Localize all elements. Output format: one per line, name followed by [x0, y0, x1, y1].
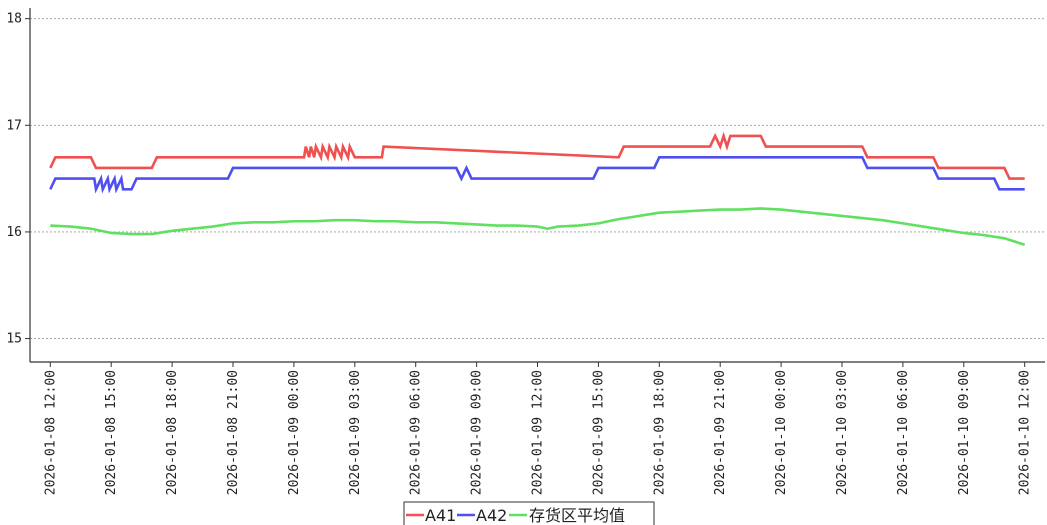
- x-tick-label: 2026-01-08 21:00: [226, 370, 241, 495]
- x-tick-label: 2026-01-10 03:00: [835, 370, 850, 495]
- x-tick-label: 2026-01-09 06:00: [409, 370, 424, 495]
- legend-box: [403, 501, 655, 525]
- gridlines: [25, 18, 1045, 340]
- series-line-a42: [49, 155, 1025, 194]
- x-tick-label: 2026-01-10 09:00: [957, 370, 972, 495]
- x-tick-label: 2026-01-09 15:00: [591, 370, 606, 495]
- y-tick-label: 17: [6, 118, 22, 133]
- x-tick-label: 2026-01-09 12:00: [531, 370, 546, 495]
- x-tick-label: 2026-01-08 15:00: [104, 370, 119, 495]
- x-tick-label: 2026-01-09 18:00: [652, 370, 667, 495]
- series-lines: [49, 131, 1026, 246]
- y-tick-label: 16: [6, 225, 22, 240]
- x-tick-label: 2026-01-09 03:00: [348, 370, 363, 495]
- legend-label-a42: A42: [476, 506, 507, 525]
- x-tick-label: 2026-01-10 12:00: [1018, 370, 1033, 495]
- axes: [29, 8, 1045, 363]
- legend-label-average: 存货区平均值: [529, 506, 625, 525]
- y-tick-label: 18: [6, 12, 22, 27]
- x-tick-label: 2026-01-08 12:00: [43, 370, 58, 495]
- series-line-average: [50, 207, 1026, 246]
- legend: A41 A42 存货区平均值: [403, 501, 655, 525]
- x-tick-label: 2026-01-09 00:00: [287, 370, 302, 495]
- series-line-a41: [49, 131, 1025, 180]
- x-tick-label: 2026-01-09 09:00: [470, 370, 485, 495]
- x-tick-label: 2026-01-10 00:00: [774, 370, 789, 495]
- y-tick-label: 15: [6, 332, 22, 347]
- x-tick-label: 2026-01-10 06:00: [896, 370, 911, 495]
- x-tick-label: 2026-01-09 21:00: [713, 370, 728, 495]
- x-tick-label: 2026-01-08 18:00: [165, 370, 180, 495]
- legend-label-a41: A41: [425, 506, 456, 525]
- x-tick-labels: 2026-01-08 12:00 2026-01-08 15:00 2026-01-…: [43, 362, 1033, 495]
- y-tick-labels: 15 16 17 18: [6, 12, 22, 347]
